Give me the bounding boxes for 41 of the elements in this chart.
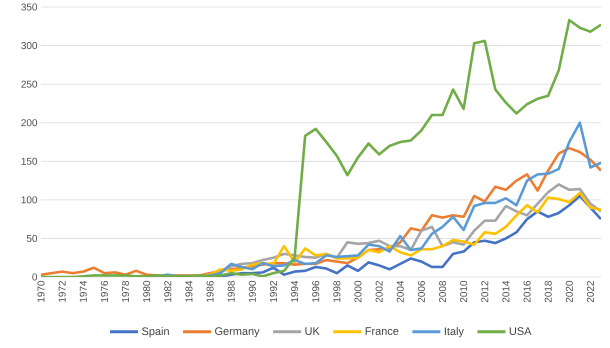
x-tick-label: 2016: [524, 280, 531, 302]
x-tick-label: 1988: [228, 280, 235, 302]
x-tick-label: 2002: [376, 281, 383, 302]
y-tick-label: 150: [22, 158, 38, 165]
x-tick-label: 1986: [206, 280, 214, 302]
y-tick-label: 100: [22, 196, 38, 204]
y-tick-label: 250: [21, 80, 38, 88]
x-tick-label: 2022: [586, 281, 594, 302]
x-tick-label: 2020: [566, 280, 573, 302]
x-tick-label: 2004: [396, 280, 404, 302]
legend-label: Italy: [444, 327, 464, 338]
x-tick-label: 1972: [58, 281, 66, 302]
x-tick-label: 1992: [270, 281, 277, 302]
x-tick-label: 1998: [333, 280, 340, 302]
x-tick-label: 1976: [100, 280, 108, 302]
x-tick-label: 1984: [185, 280, 192, 302]
x-tick-label: 2018: [544, 280, 552, 302]
legend-label: Spain: [142, 327, 169, 338]
x-tick-label: 1994: [291, 280, 298, 302]
y-tick-label: 200: [21, 119, 38, 126]
x-tick-label: 2010: [460, 280, 468, 302]
legend-label: UK: [305, 327, 320, 335]
x-tick-label: 1978: [122, 280, 130, 302]
y-tick-label: 300: [21, 42, 38, 50]
legend-label: Germany: [215, 327, 260, 338]
x-tick-label: 1990: [248, 280, 256, 302]
legend-label: France: [366, 327, 398, 335]
x-tick-label: 1974: [80, 280, 87, 302]
x-tick-label: 2006: [418, 280, 425, 302]
x-tick-label: 2012: [481, 281, 488, 302]
x-tick-label: 2014: [502, 280, 510, 302]
y-tick-label: 50: [26, 234, 38, 242]
x-tick-label: 1982: [164, 281, 172, 302]
x-tick-label: 1980: [143, 280, 150, 302]
y-tick-label: 350: [21, 3, 38, 11]
x-tick-label: 1996: [312, 280, 320, 302]
legend-label: USA: [510, 327, 532, 335]
x-tick-label: 2008: [438, 280, 446, 302]
y-tick-label: 0: [32, 273, 38, 281]
x-tick-label: 2000: [354, 280, 362, 302]
x-tick-label: 1970: [37, 280, 45, 302]
